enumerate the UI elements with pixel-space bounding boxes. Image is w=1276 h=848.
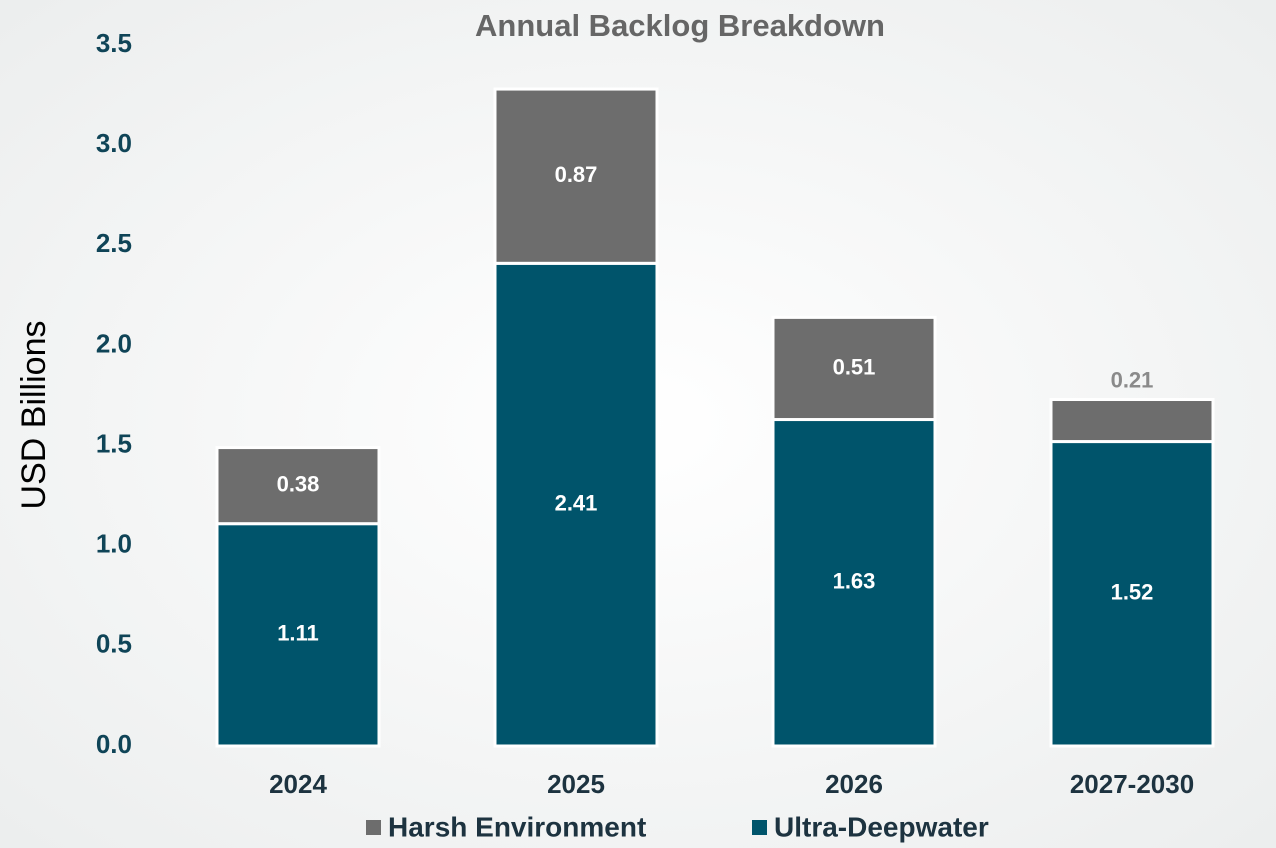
y-tick-label: 3.5 — [96, 28, 132, 58]
data-label: 2.41 — [555, 490, 598, 515]
bar-segment — [771, 418, 937, 748]
bar-segment — [215, 522, 381, 748]
bar-segment — [1049, 398, 1215, 444]
y-tick-label: 0.0 — [96, 729, 132, 759]
data-label: 1.63 — [833, 569, 876, 594]
legend-label: Ultra-Deepwater — [774, 811, 989, 842]
bar-segment — [1049, 440, 1215, 748]
bar-segment — [771, 315, 937, 422]
y-tick-label: 0.5 — [96, 629, 132, 659]
x-tick-label: 2024 — [269, 769, 327, 799]
x-tick-label: 2025 — [547, 769, 605, 799]
data-label: 0.87 — [555, 162, 598, 187]
bar-segment — [215, 446, 381, 526]
chart-title: Annual Backlog Breakdown — [475, 8, 885, 43]
y-axis-label: USD Billions — [15, 321, 53, 510]
x-tick-label: 2026 — [825, 769, 883, 799]
x-tick-label: 2027-2030 — [1070, 769, 1194, 799]
legend-swatch — [366, 820, 381, 835]
data-label: 1.52 — [1111, 580, 1154, 605]
bar-segment — [493, 261, 659, 748]
data-label: 0.21 — [1111, 367, 1154, 392]
y-tick-label: 1.5 — [96, 428, 132, 458]
bar-segment — [493, 87, 659, 265]
legend-label: Harsh Environment — [388, 811, 646, 842]
data-label: 0.38 — [277, 471, 320, 496]
y-tick-label: 2.0 — [96, 328, 132, 358]
y-tick-label: 3.0 — [96, 128, 132, 158]
data-label: 1.11 — [277, 621, 319, 646]
legend-swatch — [752, 820, 767, 835]
data-label: 0.51 — [833, 354, 876, 379]
y-tick-label: 2.5 — [96, 228, 132, 258]
y-tick-label: 1.0 — [96, 529, 132, 559]
